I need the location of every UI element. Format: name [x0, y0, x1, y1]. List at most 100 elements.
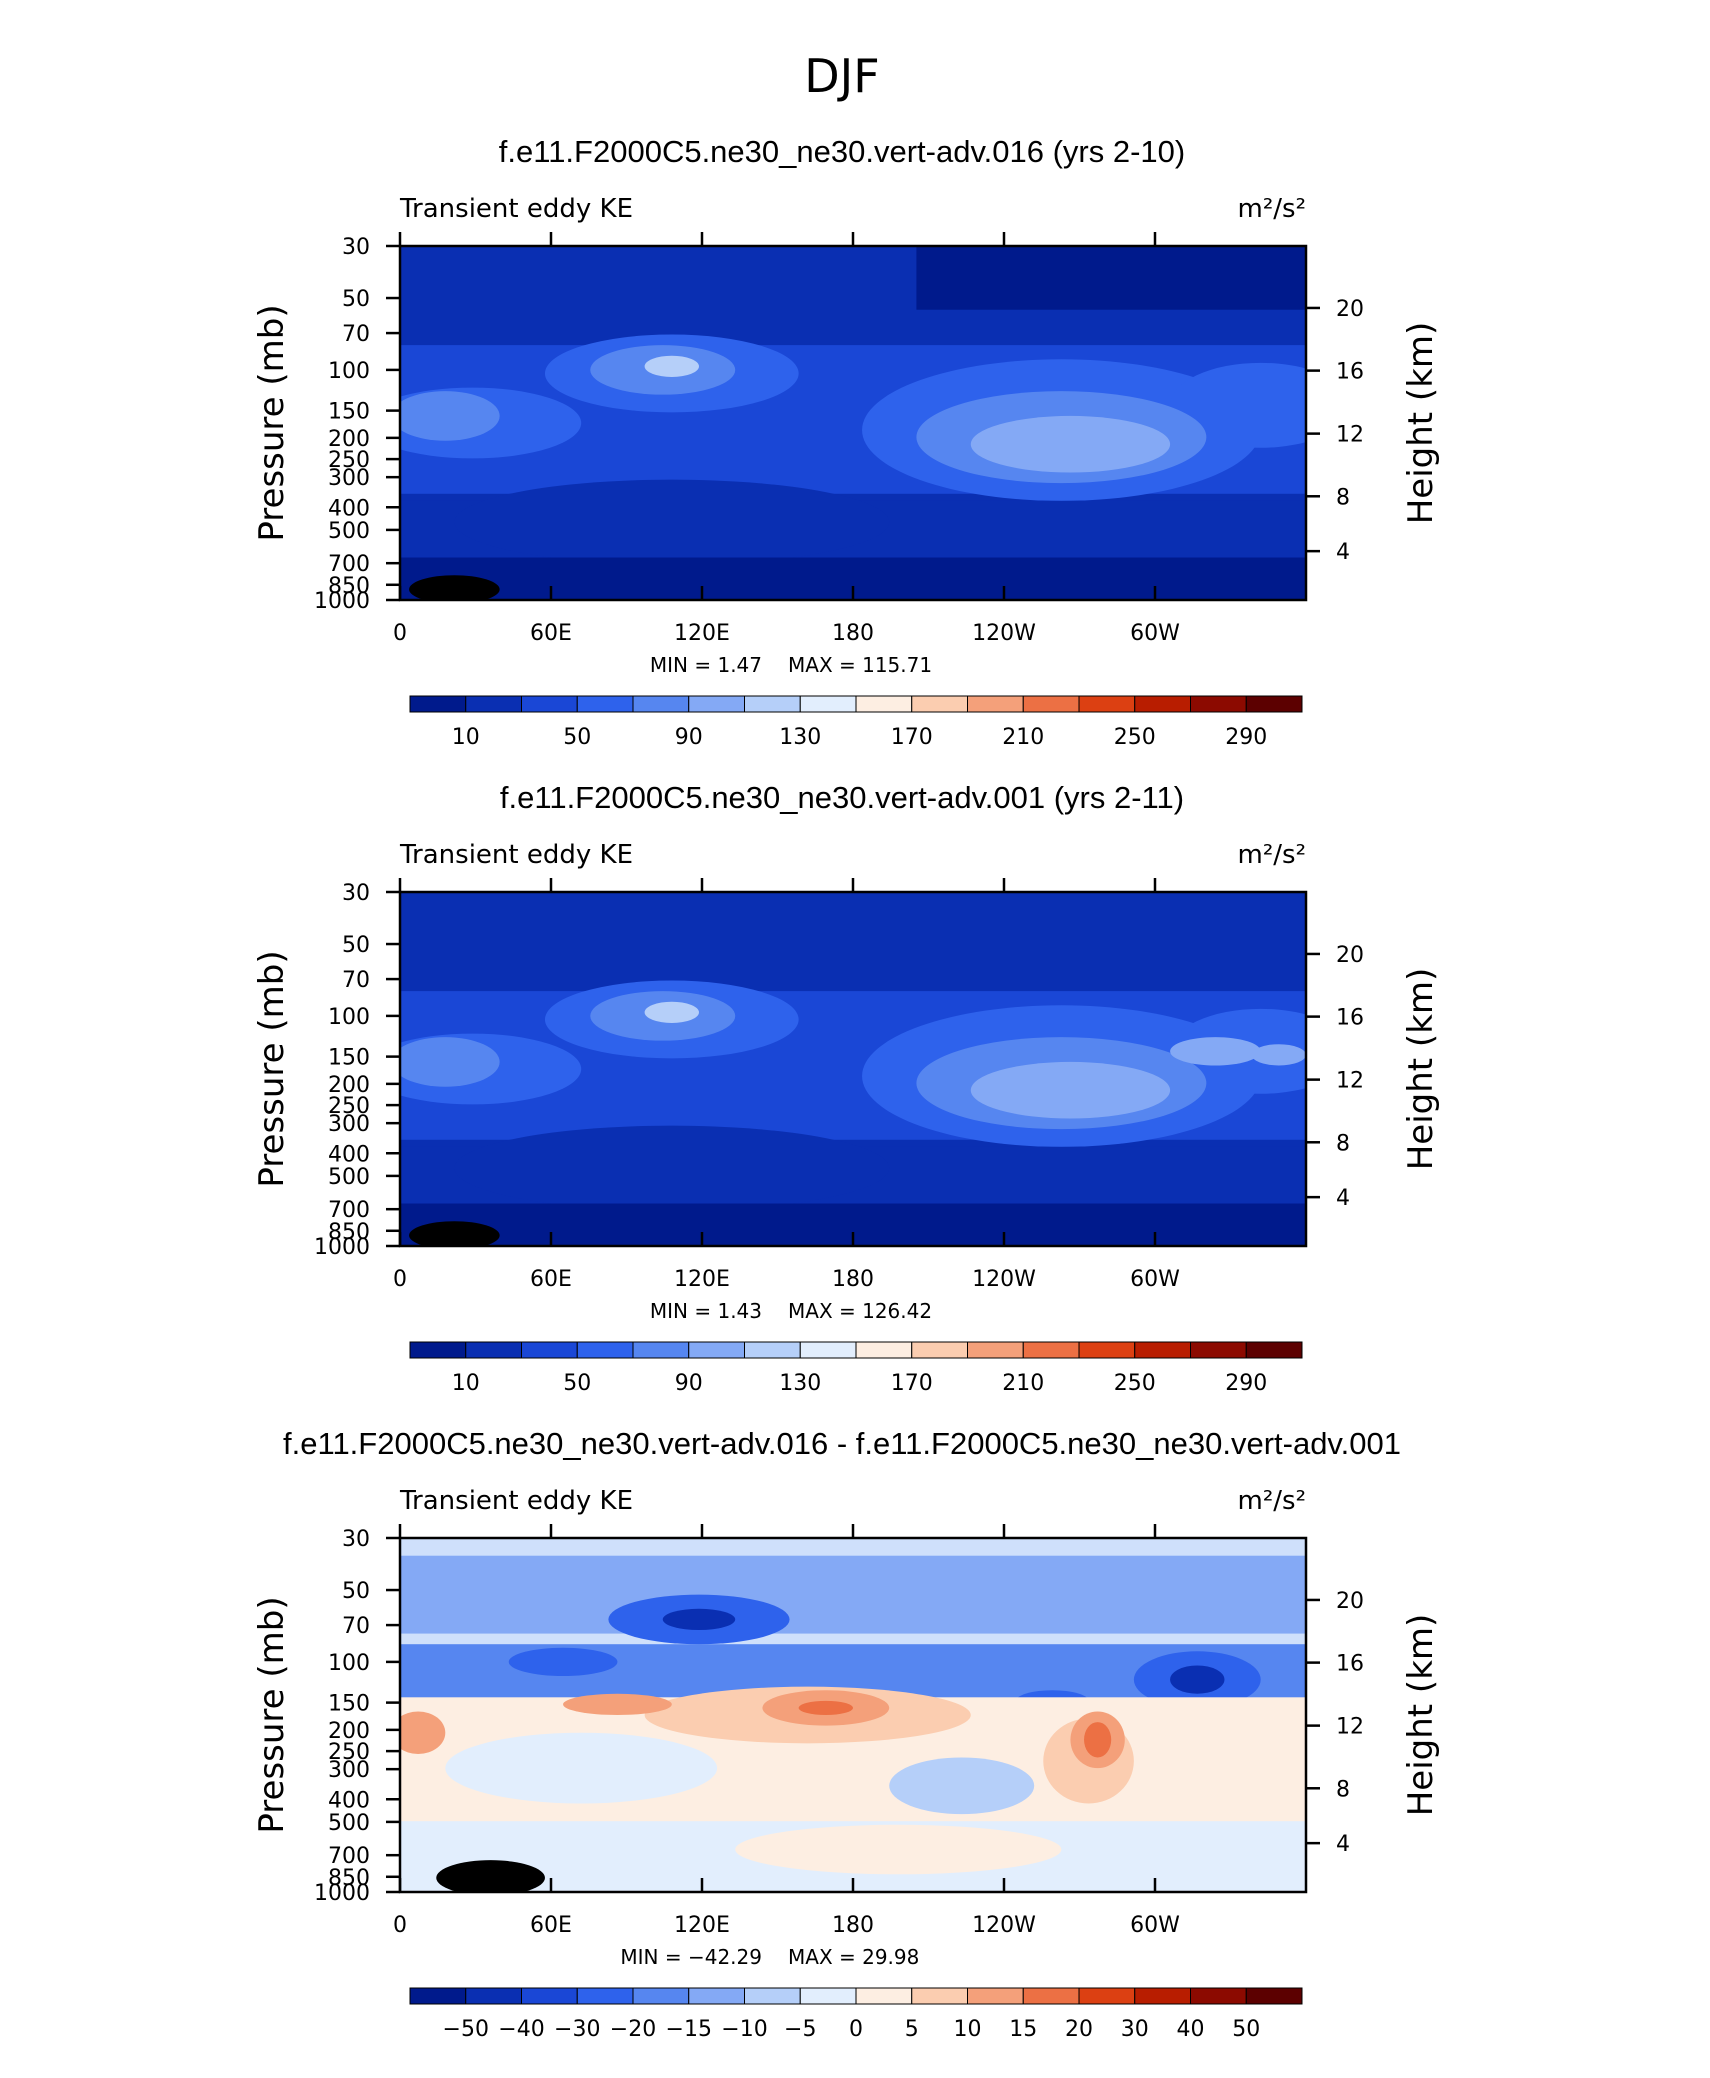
y-tick-label: 300: [328, 1112, 370, 1137]
contour-region: [445, 1732, 718, 1804]
contour-region: [970, 415, 1171, 473]
y-tick-label: 700: [328, 552, 370, 577]
y-tick-label: 200: [328, 1719, 370, 1744]
y-tick-label: 300: [328, 466, 370, 491]
colorbar-swatch: [521, 695, 578, 713]
contour-region: [916, 246, 1306, 310]
colorbar-swatch: [911, 1987, 968, 2005]
colorbar-swatch: [1245, 1987, 1303, 2005]
colorbar-swatch: [688, 1987, 745, 2005]
y-tick-label: 850: [328, 574, 370, 599]
panel-3: f.e11.F2000C5.ne30_ne30.vert-adv.016 - f…: [252, 1426, 1441, 2042]
y-tick-label: 250: [328, 1740, 370, 1765]
contour-region: [508, 1647, 618, 1677]
colorbar-swatch: [1245, 1341, 1303, 1359]
colorbar-label: 130: [779, 725, 821, 750]
colorbar-label: 130: [779, 1371, 821, 1396]
y2-axis-title: Height (km): [1401, 322, 1441, 525]
y2-tick-label: 20: [1336, 943, 1364, 968]
min-value: MIN = 1.43: [650, 1299, 762, 1323]
x-tick-label: 120W: [972, 1913, 1036, 1938]
y2-tick-label: 8: [1336, 1131, 1350, 1156]
panel-units-label: m²/s²: [1238, 840, 1306, 870]
y-tick-label: 400: [328, 1142, 370, 1167]
colorbar-swatch: [967, 1341, 1024, 1359]
contour-region: [644, 1001, 699, 1023]
colorbar-label: −15: [666, 2017, 712, 2042]
contour-region: [400, 1037, 500, 1087]
y-tick-label: 250: [328, 448, 370, 473]
colorbar-label: 210: [1002, 1371, 1044, 1396]
x-tick-label: 120W: [972, 621, 1036, 646]
colorbar-swatch: [1022, 1987, 1080, 2005]
colorbar-swatch: [799, 1987, 857, 2005]
contour-region: [454, 479, 890, 565]
colorbar-swatch: [465, 695, 522, 713]
y2-tick-label: 4: [1336, 540, 1350, 565]
colorbar-swatch: [911, 1341, 968, 1359]
colorbar-swatch: [1134, 695, 1191, 713]
y-axis-title: Pressure (mb): [252, 304, 292, 541]
colorbar-swatch: [1190, 1341, 1247, 1359]
max-value: MAX = 29.98: [788, 1945, 919, 1969]
colorbar-swatch: [799, 695, 857, 713]
contour-region: [662, 1608, 736, 1631]
colorbar-swatch: [799, 1341, 857, 1359]
colorbar-label: 210: [1002, 725, 1044, 750]
y-tick-label: 30: [342, 235, 370, 260]
contour-region: [970, 1061, 1171, 1119]
colorbar-label: 40: [1177, 2017, 1205, 2042]
y-tick-label: 250: [328, 1094, 370, 1119]
x-tick-label: 180: [832, 1913, 874, 1938]
colorbar-swatch: [967, 695, 1024, 713]
x-tick-label: 120W: [972, 1267, 1036, 1292]
y2-tick-label: 20: [1336, 1589, 1364, 1614]
colorbar-label: −5: [784, 2017, 816, 2042]
colorbar-label: 170: [891, 1371, 933, 1396]
y-tick-label: 1000: [314, 589, 370, 614]
y-tick-label: 850: [328, 1866, 370, 1891]
colorbar-swatch: [855, 1987, 913, 2005]
x-tick-label: 60W: [1130, 1913, 1180, 1938]
y-tick-label: 100: [328, 1651, 370, 1676]
x-tick-label: 60E: [530, 621, 572, 646]
y-tick-label: 300: [328, 1758, 370, 1783]
x-tick-label: 180: [832, 1267, 874, 1292]
x-tick-label: 60W: [1130, 621, 1180, 646]
colorbar-swatch: [1190, 695, 1247, 713]
colorbar-swatch: [1078, 1987, 1136, 2005]
x-tick-label: 120E: [674, 621, 730, 646]
x-tick-label: 0: [393, 1913, 407, 1938]
colorbar-label: 5: [905, 2017, 919, 2042]
contour-region: [735, 1824, 1062, 1875]
colorbar-swatch: [911, 695, 968, 713]
colorbar-label: 50: [563, 725, 591, 750]
contour-region: [1170, 1037, 1261, 1066]
panel-1: f.e11.F2000C5.ne30_ne30.vert-adv.016 (yr…: [252, 134, 1441, 750]
contour-field: [400, 1538, 1306, 1892]
panel-variable-label: Transient eddy KE: [399, 1486, 633, 1516]
y-tick-label: 200: [328, 427, 370, 452]
contour-field: [400, 892, 1306, 1246]
contour-region: [644, 355, 699, 377]
contour-region: [1170, 362, 1306, 448]
y-tick-label: 50: [342, 933, 370, 958]
colorbar-label: −30: [554, 2017, 600, 2042]
colorbar-swatch: [688, 1341, 745, 1359]
contour-region: [798, 1700, 853, 1716]
y2-tick-label: 8: [1336, 485, 1350, 510]
panel-variable-label: Transient eddy KE: [399, 840, 633, 870]
colorbar-swatch: [967, 1987, 1024, 2005]
y-tick-label: 400: [328, 1788, 370, 1813]
x-tick-label: 60E: [530, 1267, 572, 1292]
panel-units-label: m²/s²: [1238, 194, 1306, 224]
colorbar-label: −50: [443, 2017, 489, 2042]
colorbar-swatch: [632, 1987, 690, 2005]
x-tick-label: 120E: [674, 1267, 730, 1292]
y-tick-label: 70: [342, 1614, 370, 1639]
colorbar-label: −10: [721, 2017, 767, 2042]
topography-mask: [409, 1221, 500, 1246]
colorbar-swatch: [744, 1341, 801, 1359]
colorbar-label: 20: [1065, 2017, 1093, 2042]
